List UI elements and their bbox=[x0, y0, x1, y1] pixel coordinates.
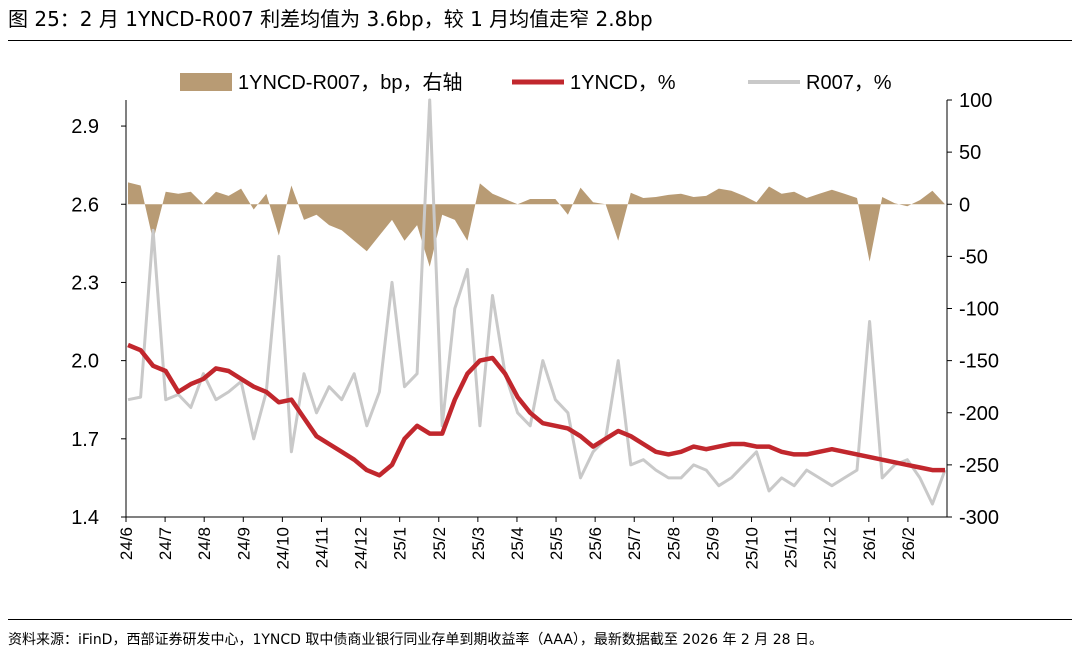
legend: 1YNCD-R007，bp，右轴 1YNCD，% R007，% bbox=[180, 71, 892, 94]
x-tick-label: 25/5 bbox=[547, 527, 566, 560]
x-tick-label: 24/7 bbox=[156, 527, 175, 560]
left-tick-label: 2.6 bbox=[71, 194, 99, 216]
x-tick-label: 24/12 bbox=[352, 527, 371, 570]
x-tick-label: 25/6 bbox=[586, 527, 605, 560]
left-tick-label: 2.9 bbox=[71, 116, 99, 138]
x-tick-label: 25/10 bbox=[743, 527, 762, 570]
x-tick-label: 26/2 bbox=[899, 527, 918, 560]
right-tick-label: -50 bbox=[959, 246, 988, 268]
plot-area: 1.4 1.7 2.0 2.3 2.6 2.9 -300 -250 -200 -150 -100 -5… bbox=[71, 90, 999, 570]
right-tick-label: 0 bbox=[959, 194, 970, 216]
x-tick-label: 25/11 bbox=[782, 527, 801, 568]
right-tick-label: -100 bbox=[959, 299, 999, 321]
title-rule bbox=[8, 40, 1072, 41]
x-tick-label: 25/9 bbox=[703, 527, 722, 560]
x-tick-label: 24/9 bbox=[234, 527, 253, 560]
right-tick-label: -200 bbox=[959, 403, 999, 425]
right-tick-label: -250 bbox=[959, 455, 999, 477]
x-tick-label: 25/12 bbox=[821, 527, 840, 570]
source-note: 资料来源：iFinD，西部证券研发中心，1YNCD 取中债商业银行同业存单到期收… bbox=[8, 632, 823, 648]
x-tick-label: 24/11 bbox=[312, 527, 331, 568]
x-tick-label: 25/2 bbox=[430, 527, 449, 560]
legend-swatch-spread bbox=[180, 73, 232, 91]
right-tick-label: -300 bbox=[959, 507, 999, 529]
x-tick-label: 24/8 bbox=[195, 527, 214, 560]
left-tick-label: 2.3 bbox=[71, 272, 99, 294]
x-tick-label: 25/4 bbox=[508, 527, 527, 560]
legend-label: 1YNCD，% bbox=[570, 72, 676, 94]
legend-label: R007，% bbox=[806, 72, 892, 94]
x-tick-label: 25/8 bbox=[664, 527, 683, 560]
x-tick-label: 25/7 bbox=[625, 527, 644, 560]
x-tick-label: 25/3 bbox=[469, 527, 488, 560]
ncd-line-series bbox=[127, 342, 945, 478]
right-tick-label: 100 bbox=[959, 90, 992, 112]
left-tick-label: 2.0 bbox=[71, 351, 99, 373]
figure-title: 图 25：2 月 1YNCD-R007 利差均值为 3.6bp，较 1 月均值走… bbox=[8, 7, 653, 31]
left-tick-label: 1.4 bbox=[71, 507, 99, 529]
spread-area-series bbox=[128, 182, 945, 267]
right-tick-label: -150 bbox=[959, 351, 999, 373]
source-rule bbox=[8, 619, 1072, 620]
x-tick-label: 26/1 bbox=[860, 527, 879, 560]
right-tick-label: 50 bbox=[959, 142, 981, 164]
r007-line-series bbox=[127, 98, 947, 506]
x-tick-label: 24/10 bbox=[273, 527, 292, 570]
x-tick-label: 24/6 bbox=[117, 527, 136, 560]
left-tick-label: 1.7 bbox=[71, 429, 99, 451]
legend-label: 1YNCD-R007，bp，右轴 bbox=[238, 71, 463, 94]
x-tick-label: 25/1 bbox=[391, 527, 410, 560]
